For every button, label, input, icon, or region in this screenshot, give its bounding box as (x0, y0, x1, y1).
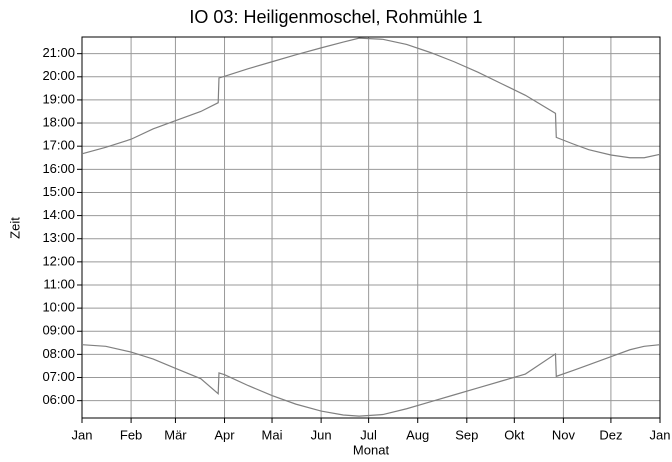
y-tick-label: 18:00 (42, 114, 75, 129)
y-tick-label: 07:00 (42, 369, 75, 384)
y-tick-label: 21:00 (42, 45, 75, 60)
x-tick-label: Apr (214, 427, 235, 442)
x-tick-label: Jan (650, 427, 671, 442)
y-axis-label: Zeit (7, 217, 22, 239)
x-tick-label: Mär (164, 427, 187, 442)
y-tick-label: 12:00 (42, 253, 75, 268)
y-tick-label: 06:00 (42, 392, 75, 407)
y-tick-label: 16:00 (42, 161, 75, 176)
x-tick-label: Jan (72, 427, 93, 442)
y-tick-label: 14:00 (42, 207, 75, 222)
x-tick-label: Jul (360, 427, 377, 442)
x-tick-label: Nov (552, 427, 576, 442)
y-tick-label: 10:00 (42, 300, 75, 315)
y-tick-label: 11:00 (43, 276, 75, 291)
line-series (81, 344, 661, 417)
x-tick-label: Okt (504, 427, 525, 442)
x-tick-label: Aug (406, 427, 429, 442)
x-tick-label: Jun (311, 427, 332, 442)
x-axis-label: Monat (353, 442, 390, 457)
y-tick-label: 13:00 (42, 230, 75, 245)
y-tick-label: 08:00 (42, 346, 75, 361)
y-tick-label: 17:00 (42, 138, 75, 153)
x-tick-label: Sep (455, 427, 478, 442)
line-series (81, 37, 661, 159)
y-tick-label: 09:00 (42, 323, 75, 338)
y-tick-label: 20:00 (42, 68, 75, 83)
x-tick-label: Feb (120, 427, 142, 442)
x-tick-label: Dez (599, 427, 622, 442)
plot-frame (81, 36, 661, 419)
y-tick-label: 19:00 (42, 91, 75, 106)
y-tick-label: 15:00 (42, 184, 75, 199)
chart-title: IO 03: Heiligenmoschel, Rohmühle 1 (189, 7, 482, 27)
x-tick-label: Mai (262, 427, 283, 442)
